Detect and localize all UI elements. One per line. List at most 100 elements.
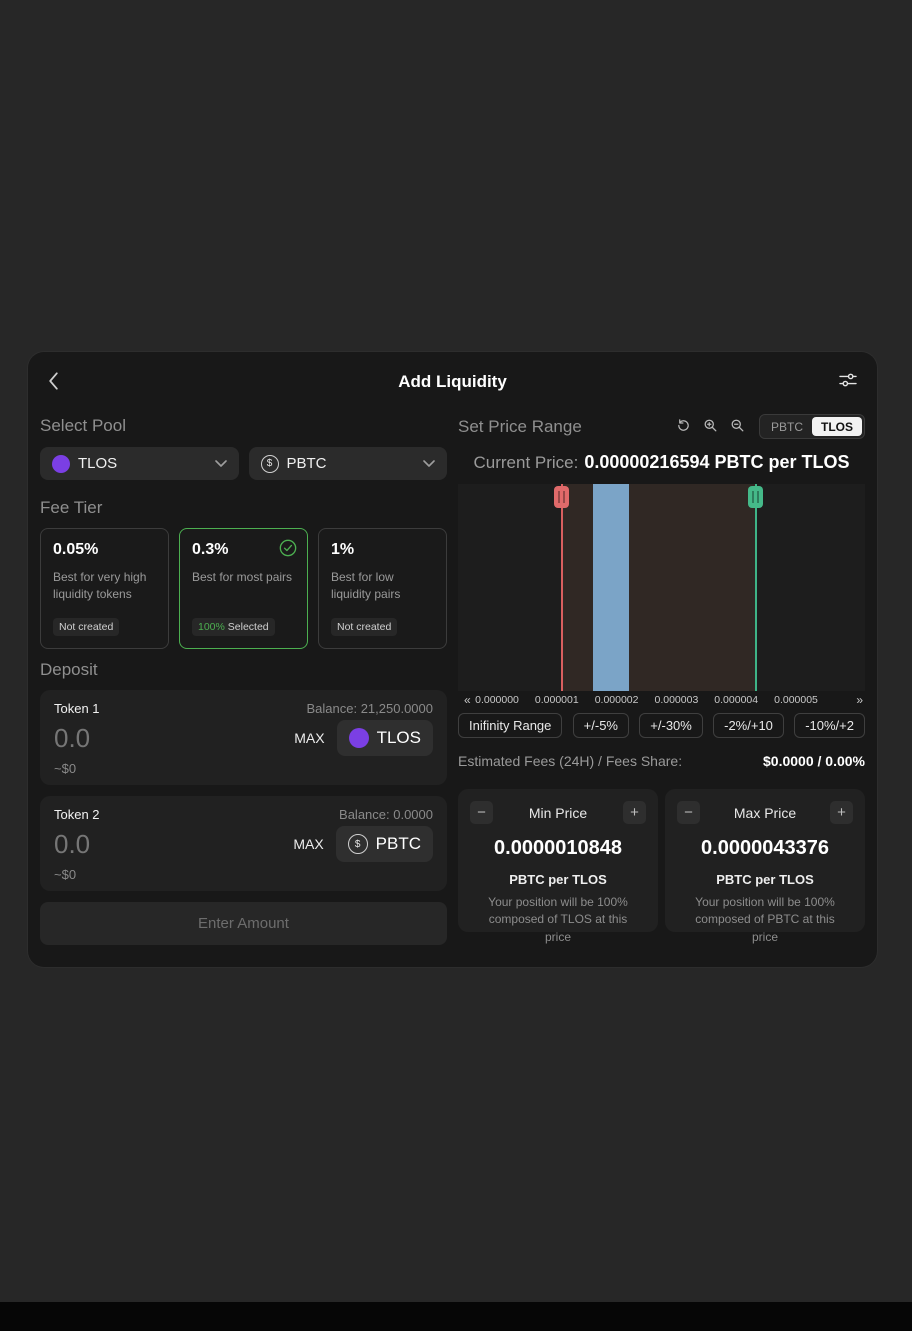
fees-label: Estimated Fees (24H) / Fees Share: [458, 753, 683, 769]
token2-usd-value: ~$0 [54, 867, 77, 882]
token2-label: Token 2 [54, 807, 100, 822]
base-token-toggle: PBTC TLOS [758, 414, 865, 439]
chart-x-axis: « 0.000000 0.000001 0.000002 0.000003 0.… [458, 693, 865, 708]
page-title: Add Liquidity [398, 372, 507, 391]
token2-chip[interactable]: $ PBTC [335, 826, 433, 862]
min-price-line [560, 484, 563, 691]
liquidity-chart [458, 484, 865, 691]
min-price-note: Your position will be 100% composed of T… [488, 895, 628, 944]
token2-select-label: PBTC [286, 455, 327, 472]
chevron-left-icon [48, 372, 59, 393]
min-price-card: − Min Price + 0.0000010848 PBTC per TLOS… [458, 789, 658, 944]
dollar-glyph: $ [354, 838, 361, 850]
selected-range-shade [561, 484, 757, 691]
min-price-value: 0.0000010848 [494, 837, 622, 859]
token1-select-label: TLOS [78, 455, 118, 472]
price-cards-row: − Min Price + 0.0000010848 PBTC per TLOS… [458, 789, 865, 944]
token2-amount-input[interactable] [54, 828, 204, 860]
fee-status-badge: Not created [53, 618, 120, 636]
deposit-heading: Deposit [40, 660, 98, 679]
token1-max-button[interactable]: MAX [294, 730, 325, 746]
toggle-pbtc[interactable]: PBTC [762, 417, 812, 436]
pool-selects-row: TLOS $ PBTC [40, 447, 447, 480]
fee-description: Best for very high liquidity tokens [53, 570, 147, 602]
fee-selected-badge: 100% Selected [192, 618, 275, 636]
token1-usd-value: ~$0 [54, 761, 77, 776]
tlos-token-icon [348, 728, 369, 748]
max-price-note: Your position will be 100% composed of P… [695, 895, 835, 944]
zoom-out-button[interactable] [724, 418, 751, 436]
fee-tier-option-0-3[interactable]: 0.3% Best for most pairs 100% Selected [179, 528, 308, 649]
fee-selected-label: Selected [227, 621, 269, 633]
token2-select[interactable]: $ PBTC [248, 447, 447, 480]
token1-chip[interactable]: TLOS [336, 720, 433, 756]
zoom-in-icon [703, 418, 718, 436]
token2-chip-label: PBTC [375, 834, 421, 853]
fee-description: Best for most pairs [192, 570, 293, 584]
fee-tier-option-0-05[interactable]: 0.05% Best for very high liquidity token… [40, 528, 169, 649]
axis-tick: 0.000002 [594, 694, 639, 706]
modal-header: Add Liquidity [28, 352, 877, 410]
chevron-down-icon [214, 459, 227, 468]
min-price-title: Min Price [528, 804, 588, 821]
token2-max-button[interactable]: MAX [293, 836, 324, 852]
preset-minus10-plus2[interactable]: -10%/+2 [794, 713, 865, 738]
fee-selected-percent: 100% [198, 621, 225, 633]
set-price-range-heading: Set Price Range [458, 416, 582, 436]
axis-tick: 0.000003 [654, 694, 699, 706]
token1-label: Token 1 [54, 701, 100, 716]
preset-minus2-plus10[interactable]: -2%/+10 [713, 713, 784, 738]
pan-left-icon[interactable]: « [464, 693, 471, 707]
token1-amount-input[interactable] [54, 722, 204, 754]
estimated-fees-row: Estimated Fees (24H) / Fees Share: $0.00… [458, 753, 865, 769]
chevron-down-icon [423, 459, 435, 468]
sliders-icon [839, 372, 857, 391]
token2-balance: Balance: 0.0000 [339, 807, 433, 822]
pbtc-token-icon: $ [347, 834, 368, 854]
check-circle-icon [279, 539, 297, 557]
max-price-handle[interactable] [748, 486, 764, 508]
token1-balance: Balance: 21,250.0000 [306, 701, 434, 716]
price-range-header: Set Price Range PBTC TLOS [458, 414, 865, 439]
preset-plus-minus-5[interactable]: +/-5% [572, 713, 629, 738]
tlos-token-icon [52, 454, 70, 473]
fee-description: Best for low liquidity pairs [331, 570, 401, 602]
max-price-unit: PBTC per TLOS [716, 872, 814, 887]
min-price-increase-button[interactable]: + [622, 801, 646, 824]
preset-plus-minus-30[interactable]: +/-30% [639, 713, 703, 738]
add-liquidity-modal: Add Liquidity Select Pool TLOS $ [28, 352, 877, 967]
max-price-title: Max Price [733, 804, 797, 821]
axis-tick: 0.000004 [714, 694, 759, 706]
zoom-in-button[interactable] [697, 418, 724, 436]
token1-select[interactable]: TLOS [40, 447, 239, 480]
pbtc-token-icon: $ [260, 454, 279, 473]
back-button[interactable] [48, 372, 59, 393]
current-price-value: 0.00000216594 PBTC per TLOS [584, 452, 850, 472]
current-price-label: Current Price: [473, 453, 579, 472]
reset-range-button[interactable] [670, 418, 697, 436]
select-pool-heading: Select Pool [40, 416, 126, 435]
fee-percent: 1% [331, 541, 355, 558]
axis-tick: 0.000000 [475, 694, 519, 706]
axis-tick: 0.000001 [534, 694, 579, 706]
min-price-handle[interactable] [553, 486, 569, 508]
preset-infinity-range[interactable]: Inifinity Range [458, 713, 563, 738]
right-column: Set Price Range PBTC TLOS [458, 410, 865, 955]
settings-button[interactable] [839, 372, 857, 391]
min-price-unit: PBTC per TLOS [509, 872, 607, 887]
enter-amount-button[interactable]: Enter Amount [40, 902, 447, 945]
toggle-tlos[interactable]: TLOS [812, 417, 862, 436]
max-price-line [755, 484, 758, 691]
refresh-icon [676, 418, 691, 436]
fee-tier-option-1[interactable]: 1% Best for low liquidity pairs Not crea… [318, 528, 447, 649]
range-presets: Inifinity Range +/-5% +/-30% -2%/+10 -10… [458, 713, 865, 738]
max-price-increase-button[interactable]: + [829, 801, 853, 824]
liquidity-bar [592, 484, 629, 691]
current-price: Current Price: 0.00000216594 PBTC per TLO… [458, 452, 865, 473]
max-price-card: − Max Price + 0.0000043376 PBTC per TLOS… [665, 789, 865, 944]
deposit-token2-card: Token 2 Balance: 0.0000 MAX $ PBTC ~$0 [40, 796, 447, 891]
min-price-decrease-button[interactable]: − [470, 801, 493, 824]
pan-right-icon[interactable]: » [856, 693, 863, 707]
max-price-decrease-button[interactable]: − [677, 801, 700, 824]
left-column: Select Pool TLOS $ PBTC Fee Tier 0.05% [40, 410, 447, 955]
